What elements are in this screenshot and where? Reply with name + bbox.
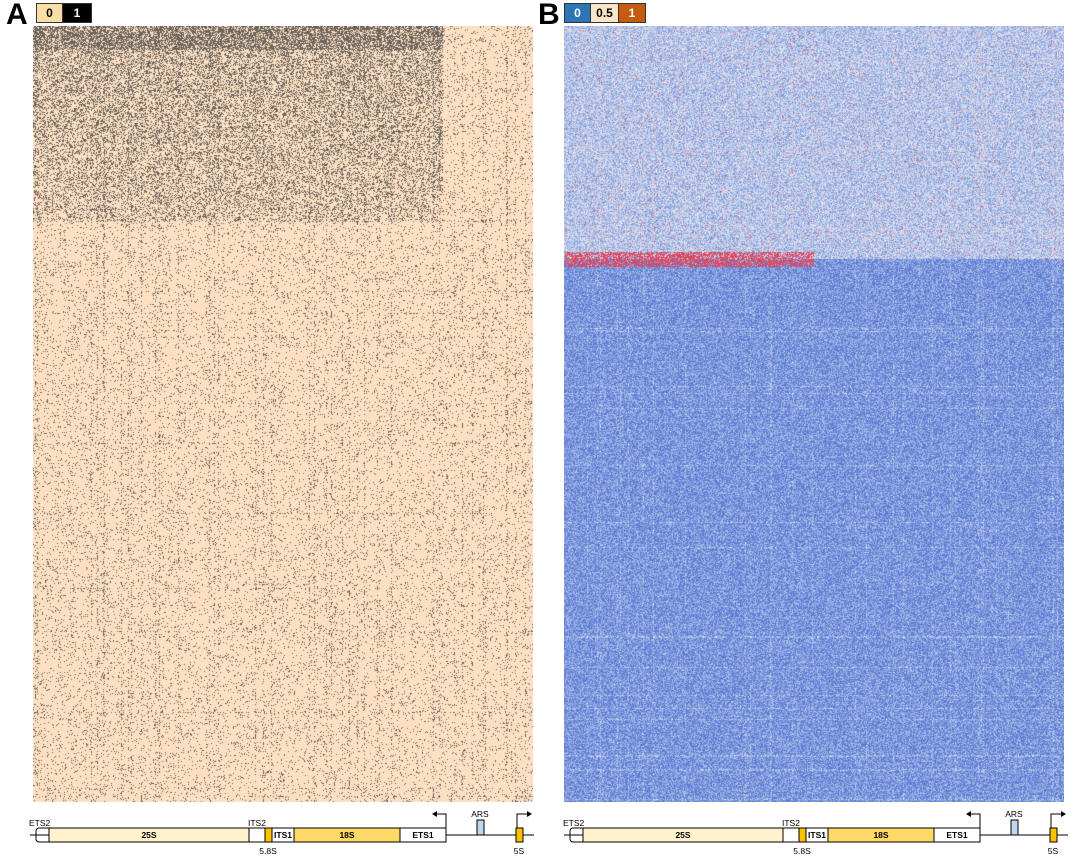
label-5s: 5S	[1048, 846, 1059, 856]
region-its2	[782, 827, 800, 843]
label-its2: ITS2	[782, 818, 800, 828]
panel-letter-a: A	[6, 0, 28, 31]
gene-map-b: ETS2 25S ITS2 5.8S ITS1 18S ETS1 ARS 5S	[563, 809, 1068, 856]
legend-b-item-1: 0.5	[591, 4, 619, 22]
label-ets2: ETS2	[563, 818, 585, 828]
legend-b-item-0: 0	[565, 4, 591, 22]
legend-b-item-2: 1	[619, 4, 645, 22]
promoter-arrow-right	[1050, 813, 1063, 828]
label-25s: 25S	[675, 830, 690, 840]
label-25s: 25S	[141, 830, 156, 840]
legend-a: 0 1	[36, 3, 92, 23]
label-ets1: ETS1	[412, 830, 434, 840]
label-its1: ITS1	[808, 830, 826, 840]
panel-letter-b: B	[538, 0, 560, 31]
legend-a-item-0: 0	[37, 4, 63, 22]
region-ets1	[933, 827, 981, 843]
region-ets1	[399, 827, 447, 843]
region-5-8s	[264, 827, 273, 843]
promoter-arrow-left	[434, 813, 447, 828]
heatmap-a	[33, 26, 533, 802]
label-ets2: ETS2	[29, 818, 51, 828]
region-its2	[248, 827, 266, 843]
legend-b: 0 0.5 1	[564, 3, 646, 23]
region-5s	[1049, 827, 1058, 843]
label-5-8s: 5.8S	[793, 846, 811, 856]
heatmap-b	[564, 26, 1064, 802]
label-18s: 18S	[339, 830, 354, 840]
promoter-arrow-left	[968, 813, 981, 828]
gene-map-a: ETS2 25S ITS2 5.8S ITS1 18S ETS1 ARS 5S	[29, 809, 534, 856]
label-5s: 5S	[514, 846, 525, 856]
label-18s: 18S	[873, 830, 888, 840]
region-5-8s	[798, 827, 807, 843]
region-5s	[515, 827, 524, 843]
label-its2: ITS2	[248, 818, 266, 828]
region-ars	[476, 819, 485, 836]
region-ars	[1010, 819, 1019, 836]
label-its1: ITS1	[274, 830, 292, 840]
label-ets1: ETS1	[946, 830, 968, 840]
legend-a-item-1: 1	[63, 4, 91, 22]
promoter-arrow-right	[516, 813, 529, 828]
label-5-8s: 5.8S	[259, 846, 277, 856]
label-ars: ARS	[1005, 809, 1023, 819]
label-ars: ARS	[471, 809, 489, 819]
